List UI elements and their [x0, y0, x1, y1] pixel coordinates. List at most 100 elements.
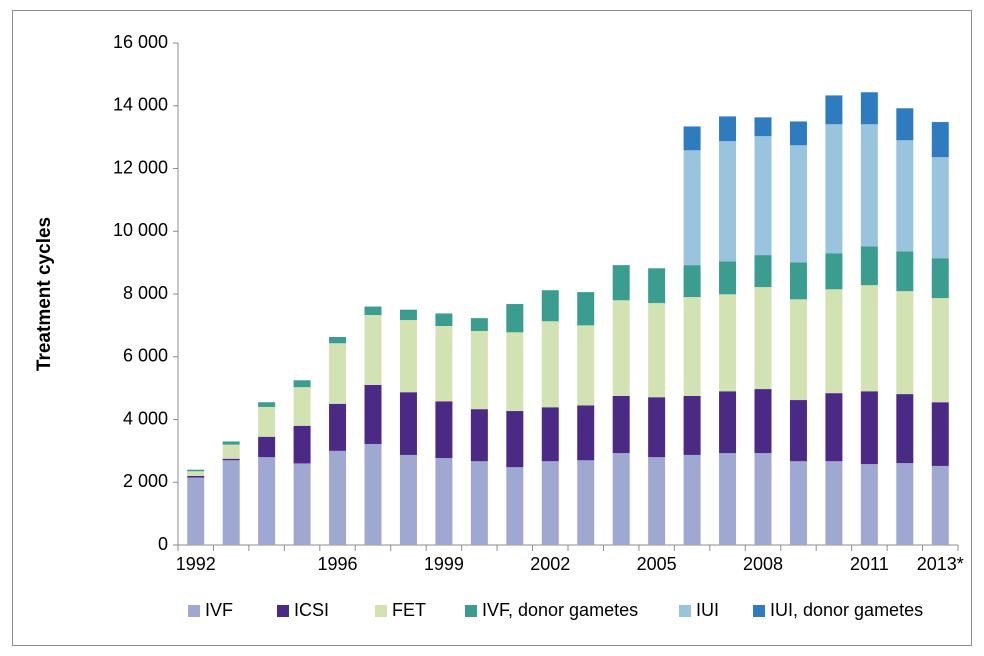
- bar-segment: [789, 145, 807, 263]
- legend-swatch: [375, 605, 387, 617]
- bar-segment: [612, 395, 630, 454]
- bar-segment: [754, 389, 772, 454]
- bar-segment: [789, 461, 807, 545]
- bar-segment: [648, 397, 666, 458]
- bar-segment: [648, 303, 666, 398]
- bar-segment: [329, 403, 347, 451]
- bar-segment: [896, 140, 914, 252]
- bar-segment: [577, 405, 595, 461]
- bar-segment: [470, 331, 488, 410]
- bar-segment: [789, 299, 807, 401]
- bar-segment: [860, 285, 878, 392]
- bar-segment: [825, 253, 843, 290]
- bar-segment: [719, 116, 737, 142]
- bar-segment: [541, 321, 559, 408]
- bar-segment: [648, 268, 666, 304]
- bar-segment: [364, 315, 382, 385]
- bar-segment: [187, 477, 205, 545]
- legend-label: IUI, donor gametes: [770, 600, 923, 620]
- bar-segment: [470, 318, 488, 332]
- bar-segment: [896, 463, 914, 545]
- bar-segment: [577, 292, 595, 326]
- bar-segment: [896, 291, 914, 395]
- legend-label: IUI: [696, 600, 719, 620]
- bar-segment: [435, 313, 453, 327]
- bar-segment: [541, 407, 559, 462]
- bar-segment: [825, 124, 843, 254]
- bar-segment: [399, 309, 417, 321]
- bar-segment: [222, 458, 240, 461]
- y-tick-label: 16 000: [113, 32, 168, 52]
- bar-segment: [435, 458, 453, 545]
- bar-segment: [648, 457, 666, 545]
- bar-segment: [931, 298, 949, 403]
- bar-segment: [860, 92, 878, 125]
- bar-segment: [187, 475, 205, 478]
- bar-segment: [683, 265, 701, 298]
- bar-segment: [860, 246, 878, 286]
- legend-label: IVF: [205, 600, 233, 620]
- x-tick-label: 2005: [637, 554, 677, 574]
- bar-segment: [293, 380, 311, 388]
- y-tick-label: 8 000: [123, 283, 168, 303]
- bar-segment: [931, 465, 949, 545]
- x-tick-label: 1996: [318, 554, 358, 574]
- y-tick-label: 2 000: [123, 471, 168, 491]
- bar-segment: [293, 425, 311, 464]
- y-tick-label: 12 000: [113, 157, 168, 177]
- bar-segment: [364, 384, 382, 444]
- bar-segment: [258, 436, 276, 458]
- bar-segment: [825, 95, 843, 125]
- bar-segment: [258, 406, 276, 437]
- bar-segment: [896, 394, 914, 464]
- bar-segment: [222, 444, 240, 459]
- y-tick-label: 0: [158, 534, 168, 554]
- bar-segment: [435, 401, 453, 459]
- legend-swatch: [277, 605, 289, 617]
- legend-swatch: [465, 605, 477, 617]
- bar-segment: [719, 141, 737, 262]
- bar-segment: [329, 336, 347, 344]
- bar-segment: [825, 461, 843, 545]
- bar-segment: [719, 453, 737, 545]
- x-tick-label: 2011: [850, 554, 889, 574]
- bar-segment: [222, 460, 240, 545]
- bar-segment: [435, 326, 453, 402]
- bar-segment: [896, 251, 914, 292]
- bar-segment: [683, 126, 701, 151]
- bar-segment: [364, 306, 382, 316]
- legend-swatch: [753, 605, 765, 617]
- legend-swatch: [679, 605, 691, 617]
- bar-segment: [187, 469, 205, 472]
- y-tick-label: 14 000: [113, 95, 168, 115]
- bar-segment: [754, 136, 772, 256]
- bar-segment: [399, 320, 417, 393]
- y-tick-label: 4 000: [123, 408, 168, 428]
- legend-swatch: [188, 605, 200, 617]
- x-tick-label: 2008: [743, 554, 783, 574]
- bar-segment: [860, 391, 878, 465]
- legend-label: IVF, donor gametes: [482, 600, 638, 620]
- bar-segment: [683, 297, 701, 396]
- bar-segment: [506, 332, 524, 412]
- bar-segment: [612, 453, 630, 545]
- bar-segment: [896, 108, 914, 141]
- legend-label: ICSI: [294, 600, 329, 620]
- x-tick-label: 1999: [424, 554, 464, 574]
- bar-segment: [719, 294, 737, 392]
- bar-segment: [258, 402, 276, 407]
- bar-segment: [754, 287, 772, 390]
- bar-segment: [470, 409, 488, 462]
- bar-segment: [329, 450, 347, 545]
- bar-segment: [258, 457, 276, 545]
- bar-segment: [293, 463, 311, 545]
- bar-segment: [577, 325, 595, 406]
- bar-segment: [506, 304, 524, 333]
- bar-segment: [222, 441, 240, 445]
- bar-segment: [293, 387, 311, 426]
- bar-segment: [754, 117, 772, 137]
- bar-segment: [860, 464, 878, 545]
- x-tick-label: 2013*: [917, 554, 964, 574]
- bar-segment: [541, 290, 559, 322]
